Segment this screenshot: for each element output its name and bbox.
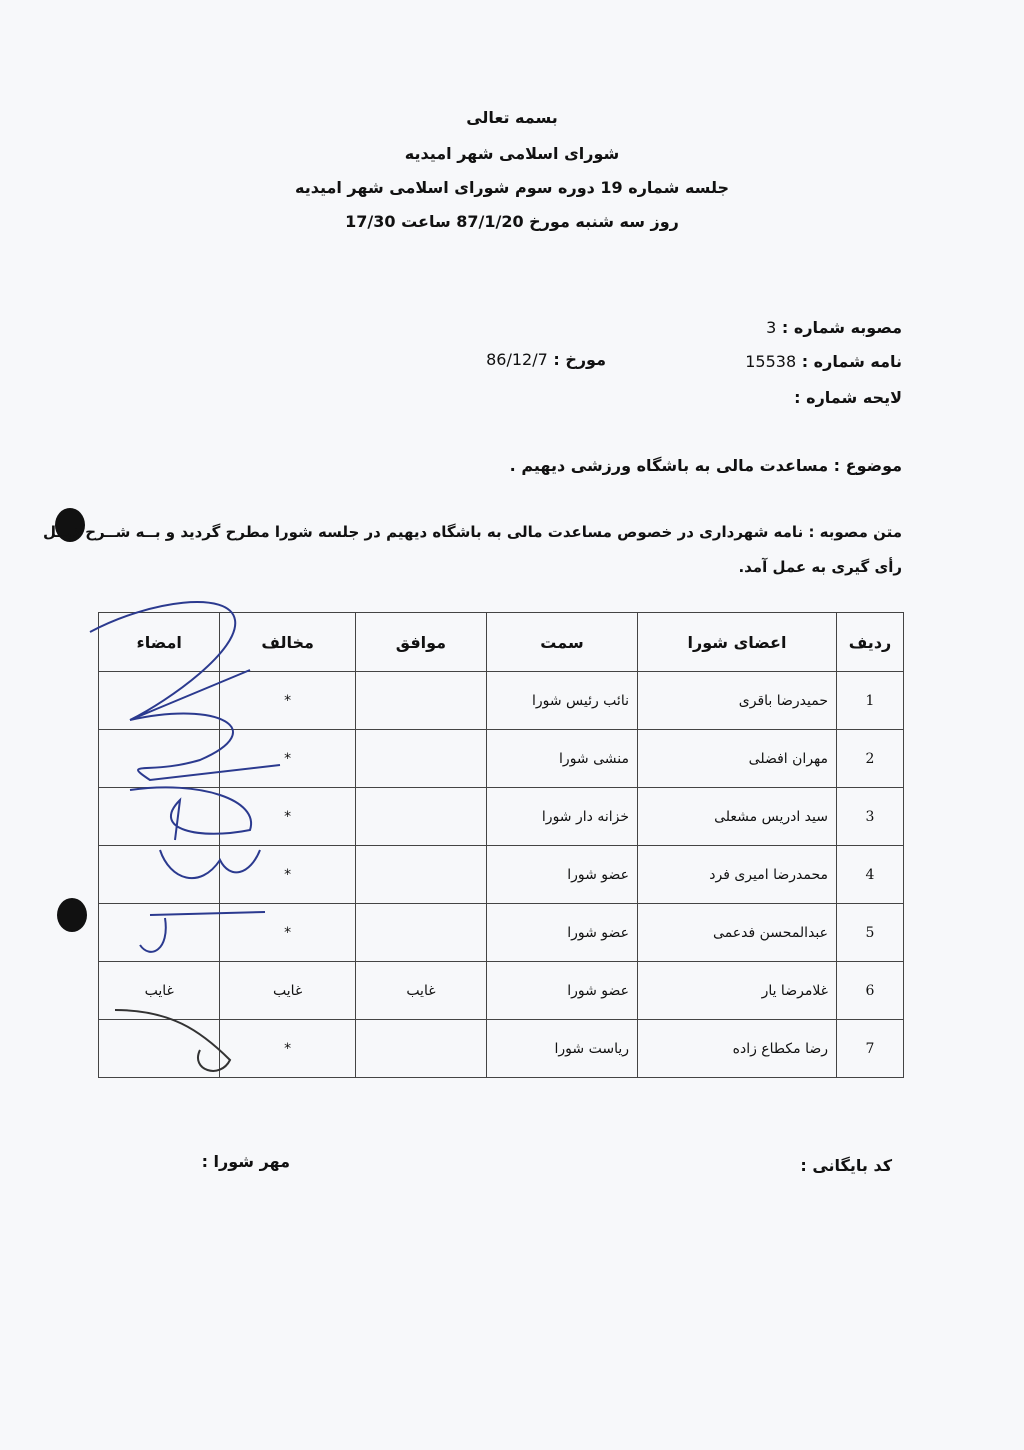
member-position: عضو شورا bbox=[486, 961, 638, 1020]
resolution-text: متن مصوبه : نامه شهرداری در خصوص مساعدت … bbox=[43, 523, 902, 541]
member-name: عبدالمحسن فدعمی bbox=[637, 903, 837, 962]
row-number: 1 bbox=[836, 671, 904, 730]
member-name: حمیدرضا باقری bbox=[637, 671, 837, 730]
vote-disagree: * bbox=[219, 845, 356, 904]
header-session: جلسه شماره 19 دوره سوم شورای اسلامی شهر … bbox=[294, 178, 729, 197]
signature-cell bbox=[97, 729, 221, 788]
subject: موضوع : مساعدت مالی به باشگاه ورزشی دیهی… bbox=[509, 456, 902, 475]
vote-agree bbox=[354, 671, 488, 730]
header-council: شورای اسلامی شهر امیدیه bbox=[404, 144, 620, 163]
signature-cell bbox=[97, 671, 221, 730]
signature-cell bbox=[97, 1019, 221, 1078]
vote-disagree: * bbox=[219, 787, 356, 846]
table-row: 3 سید ادریس مشعلی خزانه دار شورا * bbox=[97, 787, 904, 846]
table-header: ردیف اعضای شورا سمت موافق مخالف امضاء bbox=[97, 612, 904, 672]
col-position: سمت bbox=[486, 612, 638, 672]
table-row: 7 رضا مکطاع زاده ریاست شورا * bbox=[97, 1019, 904, 1078]
member-name: مهران افضلی bbox=[637, 729, 837, 788]
table-row: 2 مهران افضلی منشی شورا * bbox=[97, 729, 904, 788]
member-position: ریاست شورا bbox=[486, 1019, 638, 1078]
member-position: نائب رئیس شورا bbox=[486, 671, 638, 730]
row-number: 2 bbox=[836, 729, 904, 788]
row-number: 4 bbox=[836, 845, 904, 904]
vote-disagree: * bbox=[219, 729, 356, 788]
col-agree: موافق bbox=[354, 612, 488, 672]
col-members: اعضای شورا bbox=[637, 612, 837, 672]
table-row: 1 حمیدرضا باقری نائب رئیس شورا * bbox=[97, 671, 904, 730]
bill-number: لایحه شماره : bbox=[794, 388, 902, 407]
vote-agree bbox=[354, 903, 488, 962]
archive-code: کد بایگانی : bbox=[800, 1156, 892, 1175]
table-row: 4 محمدرضا امیری فرد عضو شورا * bbox=[97, 845, 904, 904]
member-position: خزانه دار شورا bbox=[486, 787, 638, 846]
member-position: عضو شورا bbox=[486, 845, 638, 904]
signature-cell bbox=[97, 845, 221, 904]
resolution-text-line2: رأی گیری به عمل آمد. bbox=[738, 558, 902, 576]
row-number: 6 bbox=[836, 961, 904, 1020]
vote-agree bbox=[354, 845, 488, 904]
vote-disagree: * bbox=[219, 671, 356, 730]
member-name: محمدرضا امیری فرد bbox=[637, 845, 837, 904]
col-disagree: مخالف bbox=[219, 612, 356, 672]
letter-date: مورخ : 86/12/7 bbox=[486, 350, 606, 369]
row-number: 3 bbox=[836, 787, 904, 846]
table-row: 5 عبدالمحسن فدعمی عضو شورا * bbox=[97, 903, 904, 962]
header-basmala: بسمه تعالی bbox=[466, 108, 558, 127]
vote-agree bbox=[354, 729, 488, 788]
row-number: 5 bbox=[836, 903, 904, 962]
header-date: روز سه شنبه مورخ 87/1/20 ساعت 17/30 bbox=[345, 212, 679, 231]
member-position: عضو شورا bbox=[486, 903, 638, 962]
resolution-number: مصوبه شماره : 3 bbox=[766, 318, 902, 337]
member-position: منشی شورا bbox=[486, 729, 638, 788]
signature-cell bbox=[97, 787, 221, 846]
vote-agree: غایب bbox=[354, 961, 488, 1020]
member-name: غلامرضا یار bbox=[637, 961, 837, 1020]
vote-disagree: * bbox=[219, 903, 356, 962]
member-name: رضا مکطاع زاده bbox=[637, 1019, 837, 1078]
signature-cell: غایب bbox=[97, 961, 221, 1020]
table-row: 6 غلامرضا یار عضو شورا غایب غایب غایب bbox=[97, 961, 904, 1020]
col-signature: امضاء bbox=[97, 612, 221, 672]
signature-cell bbox=[97, 903, 221, 962]
punch-hole bbox=[57, 898, 87, 932]
row-number: 7 bbox=[836, 1019, 904, 1078]
vote-disagree: غایب bbox=[219, 961, 356, 1020]
col-row: ردیف bbox=[836, 612, 904, 672]
member-name: سید ادریس مشعلی bbox=[637, 787, 837, 846]
vote-agree bbox=[354, 1019, 488, 1078]
letter-number: نامه شماره : 15538 bbox=[745, 352, 902, 371]
punch-hole bbox=[55, 508, 85, 542]
vote-disagree: * bbox=[219, 1019, 356, 1078]
vote-agree bbox=[354, 787, 488, 846]
council-seal: مهر شورا : bbox=[201, 1152, 290, 1171]
